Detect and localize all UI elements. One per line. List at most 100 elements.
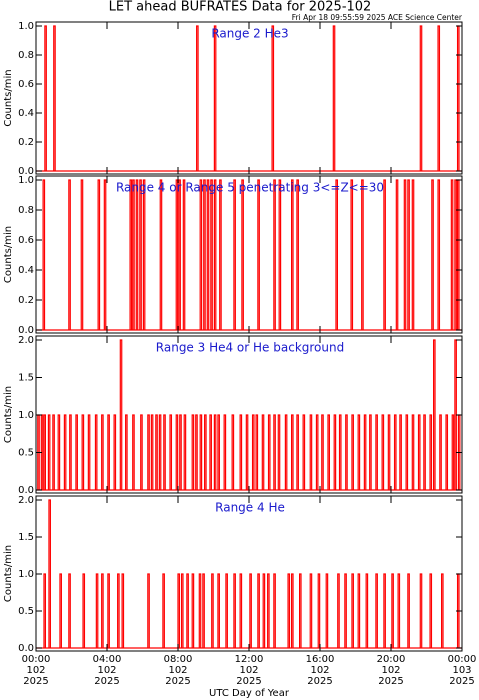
y-tick-label: 0.5 xyxy=(18,606,34,617)
spike xyxy=(395,179,399,330)
spike xyxy=(454,179,457,330)
spike xyxy=(383,179,386,330)
spike xyxy=(183,414,187,490)
spike xyxy=(63,414,67,490)
spike xyxy=(87,414,91,490)
spike xyxy=(113,414,117,490)
spike xyxy=(231,414,235,490)
spike xyxy=(261,414,265,490)
spike xyxy=(296,414,299,490)
spike xyxy=(267,573,270,648)
spike xyxy=(257,179,260,330)
spike xyxy=(351,414,354,490)
spike xyxy=(345,414,348,490)
spike xyxy=(399,414,402,490)
x-tick-label: 00:00 xyxy=(22,654,51,665)
y-axis-label: Counts/min xyxy=(3,545,14,602)
spike xyxy=(403,179,407,330)
spike xyxy=(155,414,158,490)
spike xyxy=(332,25,336,171)
y-tick-label: 0.8 xyxy=(18,50,34,61)
x-tick-year: 2025 xyxy=(94,676,119,687)
spike xyxy=(44,25,47,171)
y-tick-label: 2.0 xyxy=(18,335,34,346)
spike xyxy=(337,573,340,648)
y-tick-label: 0.0 xyxy=(18,485,34,496)
x-tick-day: 102 xyxy=(239,665,258,676)
spike xyxy=(59,573,62,648)
x-tick-label: 00:00 xyxy=(448,654,477,665)
spike xyxy=(417,414,421,490)
y-tick-label: 0.0 xyxy=(18,325,34,336)
spike xyxy=(69,414,72,490)
chart-subtitle: Fri Apr 18 09:55:59 2025 ACE Science Cen… xyxy=(292,13,463,22)
spike xyxy=(387,414,391,490)
x-tick-year: 2025 xyxy=(165,676,190,687)
spike xyxy=(82,573,86,648)
plot-frame xyxy=(35,335,463,494)
y-tick-label: 0.6 xyxy=(18,235,34,246)
spike xyxy=(177,573,181,648)
x-tick-label: 04:00 xyxy=(93,654,122,665)
spike xyxy=(369,414,372,490)
spike xyxy=(335,179,338,330)
spike xyxy=(150,414,154,490)
spike xyxy=(139,179,142,330)
y-tick-label: 0.2 xyxy=(18,137,34,148)
spike xyxy=(223,414,227,490)
panel-title: Range 2 He3 xyxy=(211,27,288,41)
spike xyxy=(186,573,189,648)
y-tick-label: 1.0 xyxy=(18,21,34,32)
x-tick-day: 102 xyxy=(26,665,45,676)
plot-frame xyxy=(35,21,463,175)
spike xyxy=(351,573,354,648)
spike xyxy=(43,573,47,648)
y-axis-label: Counts/min xyxy=(3,226,14,283)
y-tick-label: 2.0 xyxy=(18,495,34,506)
spike xyxy=(52,414,55,490)
spike xyxy=(325,573,329,648)
spike xyxy=(175,179,179,330)
spike xyxy=(163,414,166,490)
spike xyxy=(97,179,101,330)
spike xyxy=(204,414,207,490)
spike xyxy=(43,414,47,490)
spike xyxy=(361,179,364,330)
spike xyxy=(213,25,217,171)
spike xyxy=(209,414,212,490)
spike xyxy=(456,25,460,171)
spike xyxy=(213,414,217,490)
spike xyxy=(239,414,243,490)
spike xyxy=(129,179,133,330)
spike xyxy=(437,25,441,171)
spike xyxy=(309,414,313,490)
spike xyxy=(180,573,184,648)
spike xyxy=(338,414,342,490)
spike xyxy=(375,573,378,648)
panel-title: Range 3 He4 or He background xyxy=(156,341,344,355)
spike xyxy=(315,414,319,490)
spike xyxy=(179,414,182,490)
spike xyxy=(381,414,385,490)
spike xyxy=(159,179,163,330)
spike xyxy=(317,573,321,648)
x-tick-label: 16:00 xyxy=(306,654,335,665)
spike xyxy=(101,573,104,648)
spike xyxy=(182,179,186,330)
spike xyxy=(439,414,442,490)
x-axis-label: UTC Day of Year xyxy=(209,688,290,699)
spike xyxy=(249,573,252,648)
spike xyxy=(42,179,46,330)
spike xyxy=(245,414,249,490)
spike xyxy=(451,414,455,490)
spike xyxy=(391,573,394,648)
spike xyxy=(175,414,179,490)
spike xyxy=(68,179,71,330)
spike xyxy=(57,414,61,490)
x-tick-day: 102 xyxy=(97,665,116,676)
spike xyxy=(407,179,410,330)
spike xyxy=(233,573,236,648)
spike xyxy=(94,414,98,490)
spike xyxy=(405,414,409,490)
